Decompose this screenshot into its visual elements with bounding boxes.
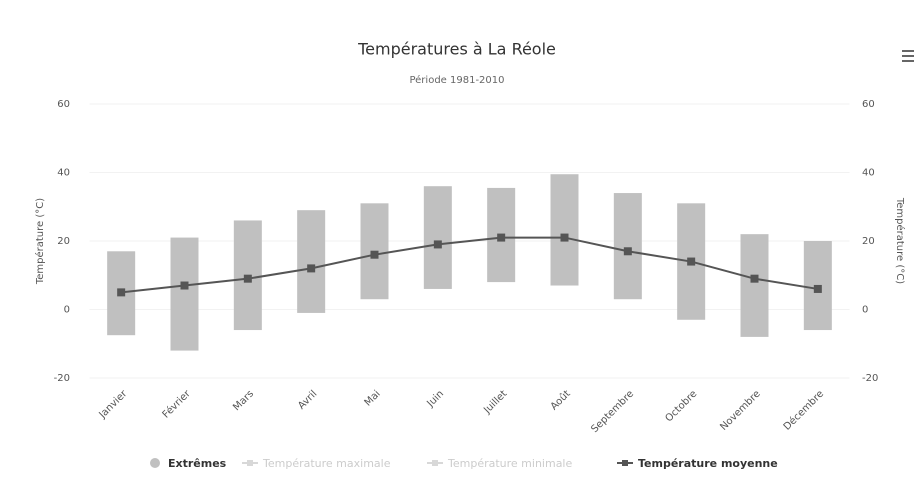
mean-marker xyxy=(117,288,126,297)
legend-item[interactable]: Température minimale xyxy=(427,457,572,470)
mean-marker xyxy=(307,264,316,273)
y2-axis-label: Température (°C) xyxy=(894,197,906,284)
range-bar xyxy=(170,237,199,351)
range-bar xyxy=(613,193,642,300)
y2-tick-label: 0 xyxy=(862,305,868,316)
mean-marker xyxy=(243,274,252,283)
mean-line xyxy=(121,236,818,294)
x-tick-label: Juillet xyxy=(481,388,509,416)
y-tick-label: -20 xyxy=(54,373,70,384)
y-tick-label: 40 xyxy=(57,168,70,179)
range-bar xyxy=(297,210,326,313)
range-bar xyxy=(423,186,452,289)
legend-swatch xyxy=(247,460,253,466)
mean-marker xyxy=(813,284,822,293)
legend-label: Température maximale xyxy=(262,457,391,470)
range-bar xyxy=(550,174,579,286)
x-tick-label: Novembre xyxy=(718,388,762,432)
y2-tick-label: -20 xyxy=(862,373,878,384)
range-bar xyxy=(740,234,769,337)
x-tick-label: Octobre xyxy=(663,388,699,424)
legend-swatch xyxy=(622,460,628,466)
menu-button[interactable] xyxy=(902,50,914,62)
x-tick-label: Février xyxy=(160,387,193,420)
mean-marker xyxy=(687,257,696,266)
mean-marker xyxy=(623,247,632,256)
x-tick-label: Janvier xyxy=(97,388,130,421)
legend-swatch xyxy=(432,460,438,466)
y-axis-label: Température (°C) xyxy=(34,198,46,285)
legend-swatch xyxy=(150,458,160,468)
mean-marker xyxy=(370,250,379,259)
legend-item[interactable]: Extrêmes xyxy=(150,457,227,470)
x-tick-label: Avril xyxy=(296,388,319,411)
legend-label: Température moyenne xyxy=(638,457,778,470)
y-tick-label: 20 xyxy=(57,236,70,247)
chart-subtitle: Période 1981-2010 xyxy=(409,74,504,86)
y2-tick-label: 20 xyxy=(862,236,875,247)
legend-label: Extrêmes xyxy=(168,457,227,470)
legend-item[interactable]: Température maximale xyxy=(242,457,391,470)
x-tick-label: Mai xyxy=(363,388,383,408)
mean-marker xyxy=(497,233,506,242)
chart-title: Températures à La Réole xyxy=(357,40,556,59)
menu-bar xyxy=(902,50,914,52)
menu-bar xyxy=(902,60,914,62)
x-tick-label: Août xyxy=(548,388,573,413)
legend-label: Température minimale xyxy=(447,457,572,470)
x-tick-label: Septembre xyxy=(589,388,636,435)
y2-tick-label: 60 xyxy=(862,99,875,110)
y-tick-label: 60 xyxy=(57,99,70,110)
y2-tick-label: 40 xyxy=(862,168,875,179)
mean-marker xyxy=(750,274,759,283)
y-tick-label: 0 xyxy=(64,305,70,316)
x-tick-label: Mars xyxy=(231,388,256,413)
x-tick-label: Décembre xyxy=(781,388,826,433)
mean-marker xyxy=(560,233,569,242)
mean-marker xyxy=(180,281,189,290)
legend-item[interactable]: Température moyenne xyxy=(617,457,778,470)
menu-bar xyxy=(902,55,914,57)
mean-marker xyxy=(433,240,442,249)
x-tick-label: Juin xyxy=(425,388,447,410)
